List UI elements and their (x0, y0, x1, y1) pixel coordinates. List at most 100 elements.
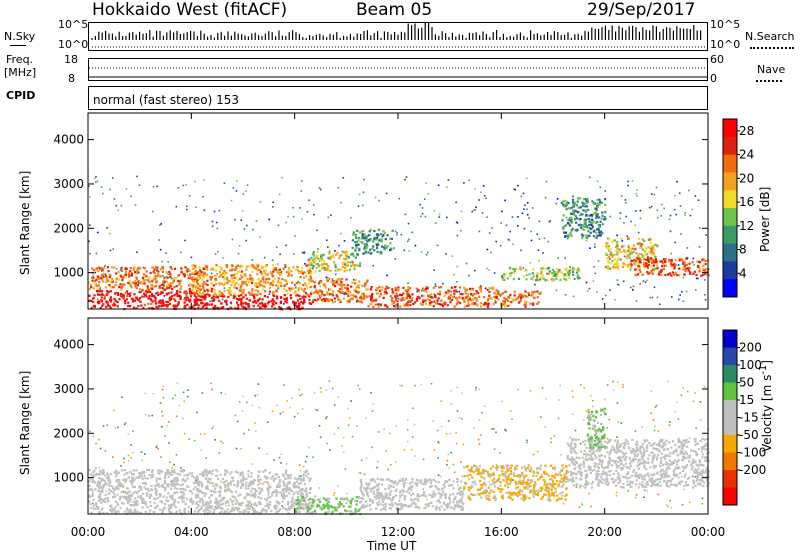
velocity-cell (281, 473, 284, 476)
velocity-speckle (266, 421, 269, 423)
power-cell (475, 299, 478, 302)
velocity-speckle (493, 428, 496, 430)
power-speckle (88, 240, 90, 243)
power-cell (513, 294, 516, 297)
velocity-cell (114, 500, 118, 503)
power-cell (143, 267, 146, 270)
power-cell (361, 301, 364, 304)
power-speckle (629, 268, 632, 271)
velocity-cell (133, 504, 136, 507)
power-cell (572, 201, 575, 204)
power-cell (112, 304, 115, 307)
power-cell (303, 271, 306, 274)
velocity-cell (153, 501, 156, 505)
power-cell (646, 266, 649, 270)
velocity-cell (303, 507, 306, 510)
velocity-cell (297, 501, 300, 504)
velocity-cell (117, 484, 120, 488)
power-cell (103, 297, 106, 300)
power-cell (257, 285, 260, 289)
power-speckle (203, 209, 206, 212)
velocity-cell (181, 496, 184, 499)
velocity-cell (197, 510, 200, 513)
power-cell (117, 293, 120, 296)
power-speckle (596, 199, 598, 201)
power-cell (617, 258, 620, 261)
power-cell (347, 293, 350, 296)
power-cell (418, 297, 421, 300)
velocity-speckle (220, 440, 222, 443)
velocity-cell (182, 478, 185, 482)
velocity-speckle (325, 389, 328, 391)
power-cell (377, 292, 380, 295)
power-cell (467, 301, 470, 304)
power-cell (321, 263, 324, 266)
power-cell (142, 279, 145, 282)
velocity-cell (363, 486, 366, 490)
power-cell (530, 294, 533, 297)
velocity-cell (264, 469, 267, 472)
power-cell (616, 242, 619, 245)
power-speckle (359, 241, 362, 243)
power-cell (378, 286, 381, 289)
power-speckle (602, 223, 604, 225)
power-cell (128, 305, 132, 308)
power-cell (629, 251, 632, 254)
velocity-speckle (677, 418, 680, 420)
velocity-cell (358, 508, 361, 511)
power-cell (504, 273, 507, 276)
velocity-speckle (111, 456, 114, 458)
power-cell (280, 284, 283, 288)
power-cell (396, 294, 399, 297)
power-cell (700, 274, 703, 277)
power-cell (357, 236, 360, 239)
power-cell (249, 274, 252, 277)
power-speckle (294, 235, 296, 237)
power-speckle (517, 184, 519, 187)
power-speckle (433, 269, 435, 271)
power-cell (469, 298, 472, 301)
power-cell (277, 287, 280, 290)
velocity-cell (141, 499, 144, 502)
power-cell (311, 259, 314, 262)
power-cell (90, 299, 93, 303)
power-cell (309, 280, 312, 283)
power-cell (311, 301, 314, 304)
power-cell (379, 251, 382, 254)
velocity-cell (418, 507, 421, 510)
power-cell (673, 265, 676, 268)
velocity-cell (318, 504, 321, 507)
velocity-cell (177, 496, 181, 499)
power-cell (314, 298, 317, 302)
velocity-cell (433, 494, 436, 497)
velocity-speckle (650, 412, 652, 415)
power-colorbar-frame (722, 118, 738, 298)
velocity-cell (95, 502, 98, 505)
velocity-cell (105, 483, 108, 486)
power-speckle (698, 246, 701, 248)
velocity-cell (218, 490, 221, 493)
power-cell (377, 305, 380, 308)
velocity-cell (150, 488, 153, 491)
power-cell (268, 277, 271, 281)
velocity-cell (126, 509, 129, 512)
power-speckle (639, 209, 642, 212)
velocity-cell (303, 471, 306, 474)
power-cell (540, 270, 543, 273)
power-cell (475, 297, 478, 300)
velocity-cell (291, 496, 294, 499)
power-cell (188, 306, 191, 309)
power-cell (337, 283, 340, 286)
y-tick-label: 3000 (53, 177, 84, 191)
power-cell (341, 282, 344, 286)
power-cell (194, 303, 197, 307)
velocity-cell (462, 502, 465, 506)
power-cell (366, 280, 369, 283)
power-cell (230, 284, 233, 287)
power-cell (250, 292, 253, 295)
power-cell (554, 273, 557, 276)
power-speckle (326, 277, 329, 279)
power-cell (437, 297, 440, 300)
power-cell (267, 281, 270, 284)
power-cell (363, 297, 366, 300)
